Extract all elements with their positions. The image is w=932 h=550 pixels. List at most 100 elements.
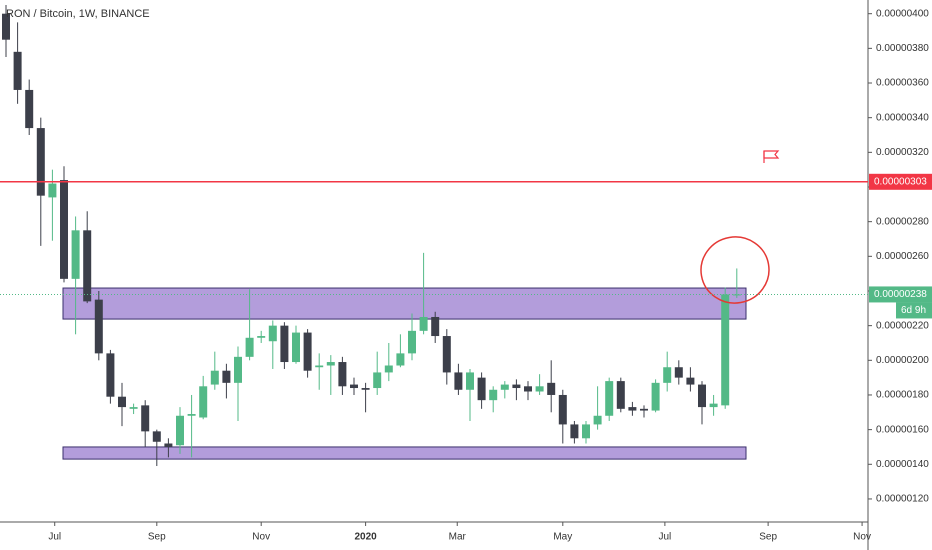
candles — [2, 5, 741, 467]
flag-icon — [763, 150, 780, 163]
candle-body — [83, 230, 92, 302]
candle-body — [535, 386, 544, 392]
candle-body — [454, 372, 463, 390]
level-label: 0.00000303 — [874, 176, 927, 187]
level-label-box — [869, 173, 932, 190]
candle-body — [593, 415, 602, 425]
candle-body — [60, 180, 68, 279]
candle-body — [315, 365, 324, 368]
candle-body — [419, 316, 428, 331]
x-tick-label: May — [553, 532, 572, 543]
circle-drawing — [700, 236, 770, 304]
candle-body — [350, 384, 358, 389]
candle-body — [674, 367, 683, 378]
candle-body — [280, 325, 289, 363]
candle-body — [48, 183, 57, 198]
candle-body — [396, 353, 405, 366]
candle-body — [338, 362, 347, 387]
zone — [62, 287, 747, 320]
candle-body — [222, 370, 231, 383]
candle-body — [71, 230, 80, 279]
candle-body — [257, 336, 266, 338]
chart-title: RON / Bitcoin, 1W, BINANCE — [6, 8, 150, 20]
candle-body — [605, 381, 614, 416]
y-tick-label: 0.00000380 — [876, 43, 929, 54]
x-tick-label: Jul — [658, 532, 671, 543]
candle-body — [489, 389, 498, 401]
y-tick-label: 0.00000120 — [876, 494, 929, 505]
zone — [62, 446, 747, 460]
zones — [62, 287, 747, 460]
candle-body — [129, 407, 138, 409]
x-tick-label: Nov — [853, 532, 871, 543]
candle-body — [709, 403, 718, 408]
candle-body — [152, 431, 161, 442]
candle-body — [663, 367, 672, 383]
candle-body — [373, 372, 382, 389]
candle-body — [466, 372, 474, 390]
candle-body — [2, 13, 10, 40]
candle-body — [524, 386, 532, 392]
candle-body — [210, 370, 219, 385]
candle-body — [547, 382, 556, 395]
y-tick-label: 0.00000260 — [876, 251, 929, 262]
candle-body — [292, 332, 300, 363]
candle-body — [558, 394, 567, 425]
candle-body — [698, 384, 706, 408]
y-tick-label: 0.00000160 — [876, 424, 929, 435]
x-tick-label: Jul — [48, 532, 61, 543]
x-tick-label: Sep — [148, 532, 166, 543]
candle-body — [106, 353, 115, 397]
candle-body — [582, 424, 590, 439]
candle-body — [651, 382, 660, 411]
candle-body — [141, 405, 150, 432]
candle-body — [303, 332, 312, 371]
y-tick-label: 0.00000280 — [876, 216, 929, 227]
candle-body — [616, 381, 625, 409]
x-tick-label: Sep — [759, 532, 777, 543]
candle-body — [500, 384, 509, 390]
candle-body — [187, 414, 196, 416]
candle-body — [384, 365, 393, 373]
y-tick-label: 0.00000220 — [876, 320, 929, 331]
last-price-box — [869, 286, 932, 303]
y-tick-label: 0.00000400 — [876, 8, 929, 19]
y-tick-label: 0.00000320 — [876, 147, 929, 158]
x-tick-label: Nov — [252, 532, 270, 543]
candle-body — [477, 377, 486, 401]
candle-body — [512, 384, 521, 389]
candle-body — [326, 362, 335, 366]
y-tick-label: 0.00000180 — [876, 390, 929, 401]
candle-body — [628, 407, 637, 411]
candle-body — [118, 396, 126, 408]
y-tick-label: 0.00000140 — [876, 459, 929, 470]
candle-body — [686, 377, 695, 385]
candle-body — [36, 128, 45, 196]
y-tick-label: 0.00000200 — [876, 355, 929, 366]
candle-body — [268, 325, 277, 342]
candle-body — [640, 408, 648, 411]
y-tick-label: 0.00000360 — [876, 78, 929, 89]
candle-body — [245, 337, 254, 357]
candle-body — [94, 299, 103, 354]
candle-body — [176, 415, 184, 446]
candle-body — [361, 388, 370, 390]
x-tick-label: 2020 — [354, 532, 377, 543]
candle-body — [25, 89, 34, 129]
last-price-label: 0.00000238 — [874, 289, 927, 300]
candle-body — [732, 294, 741, 296]
candle-body — [721, 294, 730, 406]
candle-body — [431, 316, 440, 337]
countdown-box — [896, 302, 932, 319]
candle-body — [408, 330, 416, 354]
countdown-label: 6d 9h — [901, 305, 926, 316]
x-tick-label: Mar — [449, 532, 467, 543]
candle-body — [442, 336, 451, 373]
candle-body — [199, 386, 208, 418]
candle-body — [164, 443, 173, 447]
y-tick-label: 0.00000340 — [876, 112, 929, 123]
candle-body — [570, 424, 579, 439]
candle-body — [13, 51, 22, 90]
